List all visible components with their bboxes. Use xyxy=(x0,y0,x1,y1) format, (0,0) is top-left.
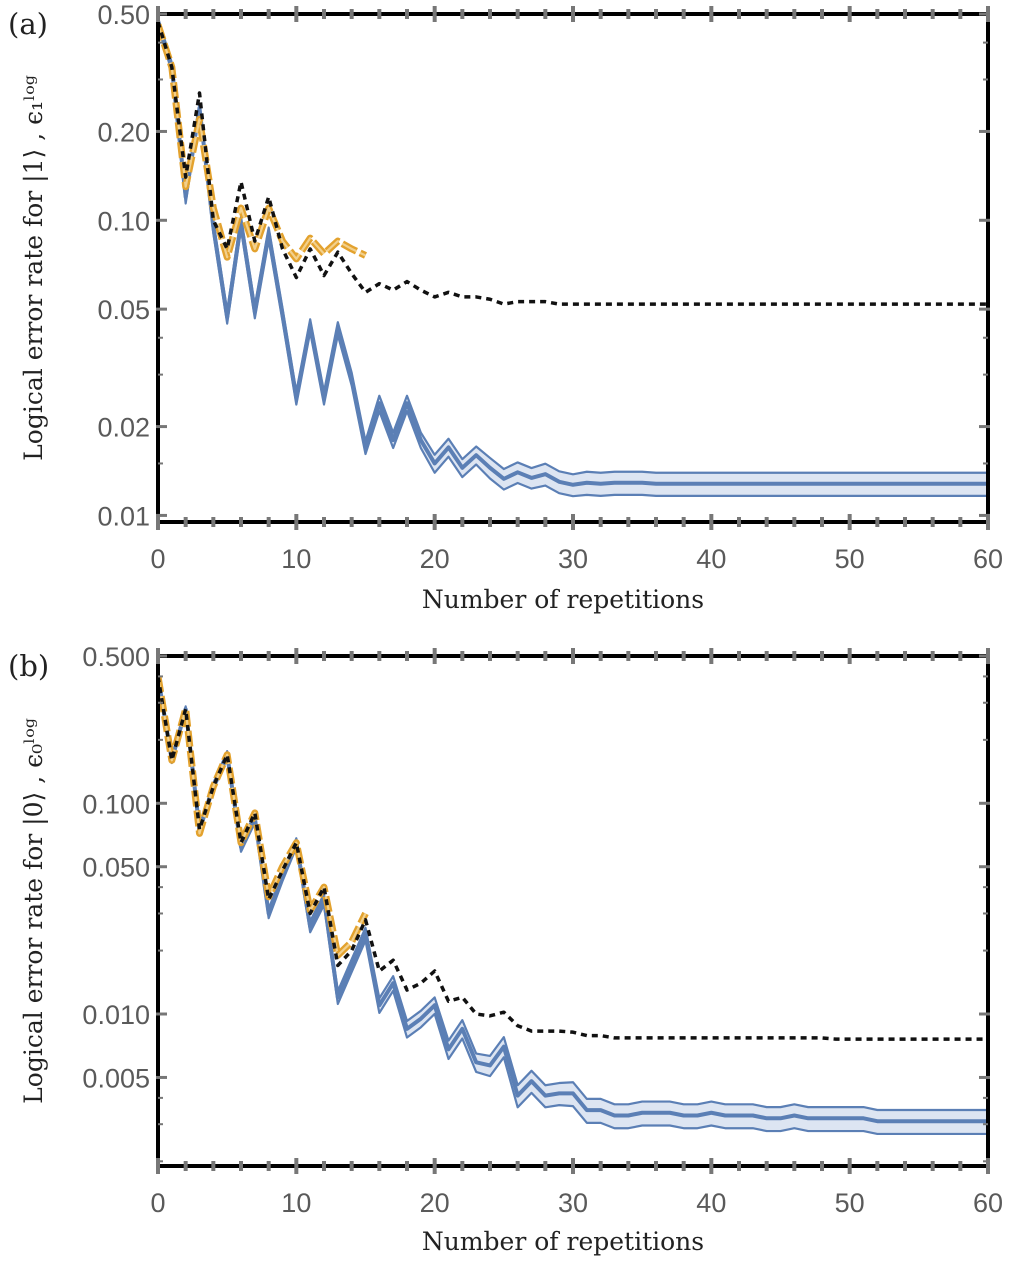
theory-mean-line xyxy=(158,21,988,487)
tick-marks xyxy=(156,648,990,1174)
x-tick-label: 60 xyxy=(973,1188,1003,1218)
x-tick-label: 50 xyxy=(835,1188,865,1218)
x-tick-label: 20 xyxy=(420,544,450,574)
experiment-line-outer xyxy=(158,675,369,959)
theory-lower-line xyxy=(158,679,988,1136)
classical-dotted-line xyxy=(158,21,988,306)
x-tick-label: 40 xyxy=(696,544,726,574)
x-tick-label: 60 xyxy=(973,544,1003,574)
plot-area xyxy=(158,17,988,498)
panel-b: (b) 0 10 20 30 40 50 60 0.500 0.100 0.050 0.010 0.00… xyxy=(8,642,1003,1256)
y-tick-label: 0.010 xyxy=(82,1000,150,1030)
x-tick-label: 0 xyxy=(150,1188,165,1218)
theory-upper-line xyxy=(158,673,988,1112)
theory-lower-line xyxy=(158,26,988,498)
y-axis-title: Logical error rate for |1⟩ , ϵ₁ˡᵒᵍ xyxy=(19,75,49,461)
y-tick-label: 0.10 xyxy=(97,206,150,236)
theory-band xyxy=(158,17,988,497)
panel-label: (b) xyxy=(8,649,49,683)
panel-label: (a) xyxy=(8,7,48,41)
x-axis-title: Number of repetitions xyxy=(422,1227,704,1256)
y-tick-label: 0.20 xyxy=(97,117,150,147)
panel-a: (a) 0 10 20 30 40 50 60 0.50 0.20 0.10 0.05 0.02 0.01… xyxy=(8,0,1003,614)
y-axis-title: Logical error rate for |0⟩ , ϵ₀ˡᵒᵍ xyxy=(19,718,49,1104)
x-tick-label: 50 xyxy=(835,544,865,574)
x-tick-label: 40 xyxy=(696,1188,726,1218)
plot-area xyxy=(158,673,988,1136)
y-tick-label: 0.050 xyxy=(82,853,150,883)
tick-marks xyxy=(156,6,990,530)
y-tick-label: 0.01 xyxy=(97,501,150,531)
y-tick-label: 0.100 xyxy=(82,789,150,819)
theory-band xyxy=(158,673,988,1134)
plot-frame xyxy=(156,12,990,524)
x-axis-title: Number of repetitions xyxy=(422,585,704,614)
x-tick-label: 10 xyxy=(281,1188,311,1218)
x-tick-label: 20 xyxy=(420,1188,450,1218)
x-tick-label: 30 xyxy=(558,544,588,574)
y-tick-label: 0.50 xyxy=(97,0,150,30)
x-tick-label: 30 xyxy=(558,1188,588,1218)
x-tick-label: 0 xyxy=(150,544,165,574)
y-tick-label: 0.005 xyxy=(82,1063,150,1093)
theory-mean-line xyxy=(158,676,988,1124)
y-tick-label: 0.02 xyxy=(97,413,150,443)
classical-dotted-line xyxy=(158,676,988,1041)
y-tick-label: 0.500 xyxy=(82,642,150,672)
x-tick-label: 10 xyxy=(281,544,311,574)
y-tick-label: 0.05 xyxy=(97,295,150,325)
experiment-line-inner xyxy=(158,24,366,260)
